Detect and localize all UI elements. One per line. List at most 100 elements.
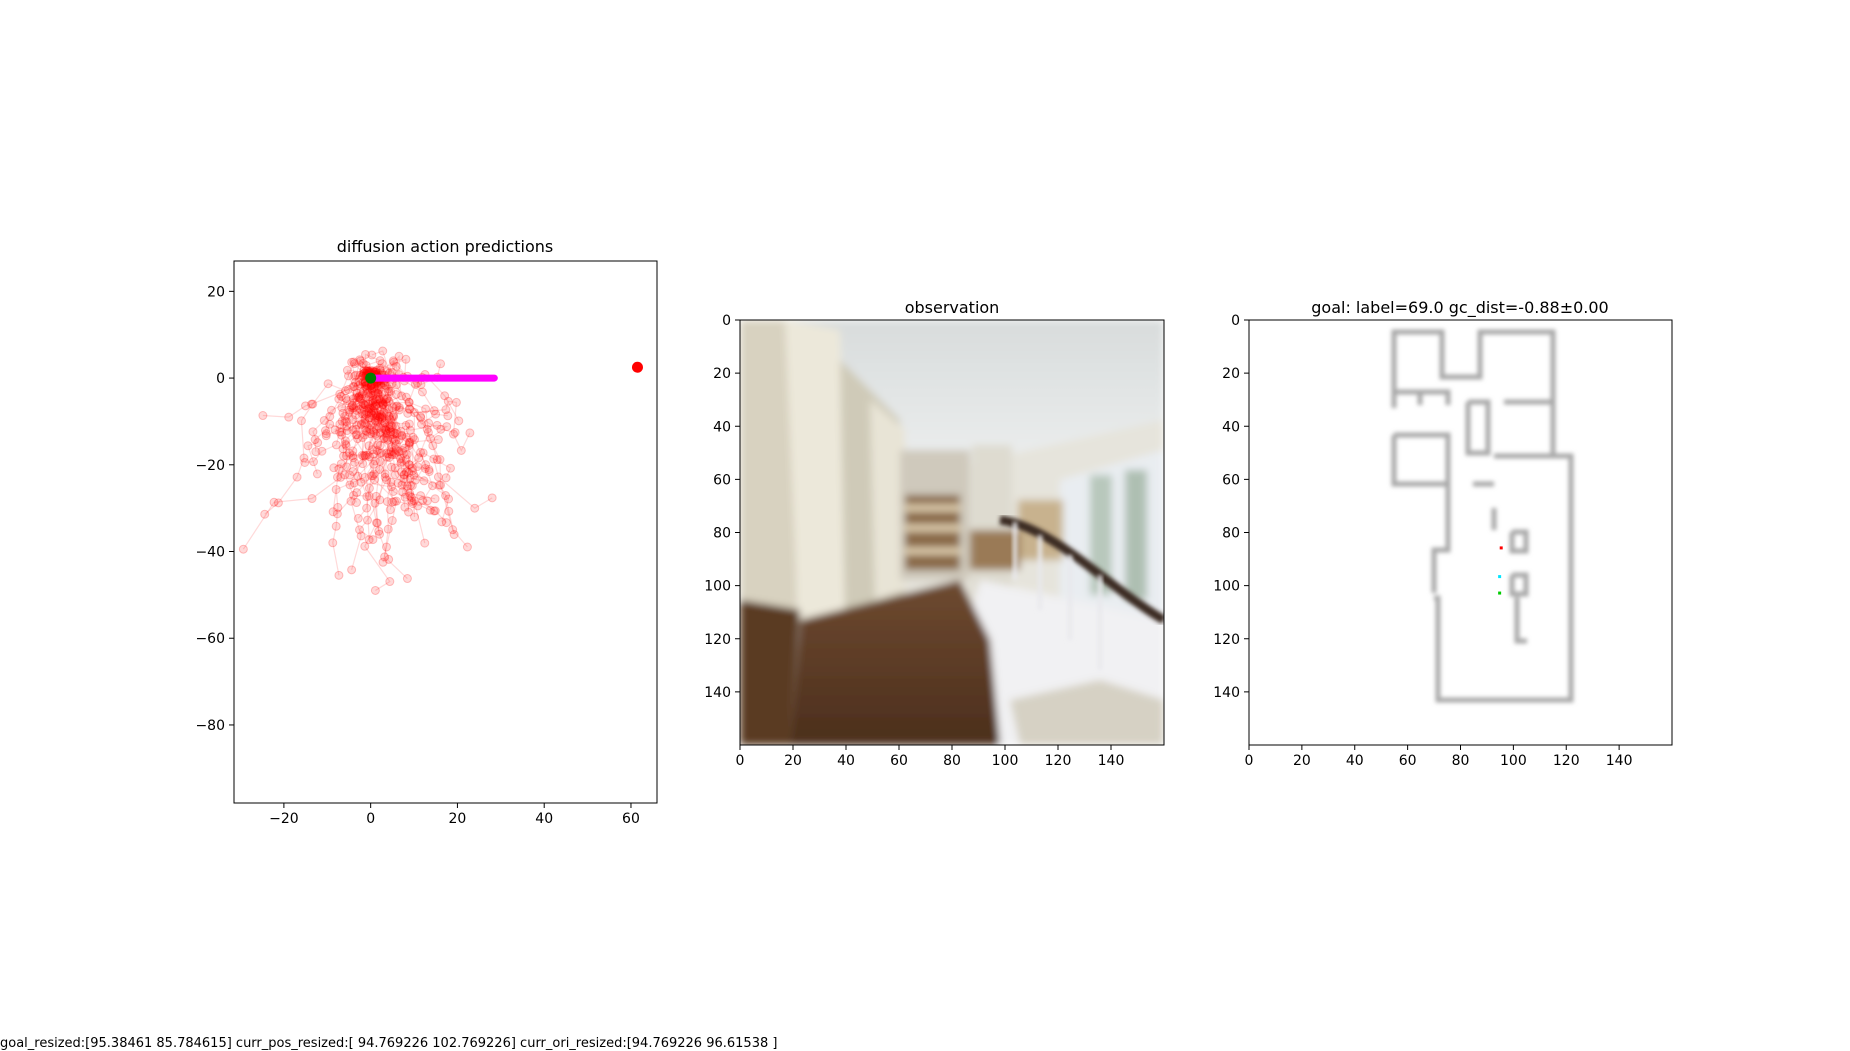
trajectory-point xyxy=(375,356,385,366)
trajectory-point xyxy=(307,399,317,409)
y-tick-label: 0 xyxy=(722,313,731,329)
trajectory-point xyxy=(364,413,374,423)
trajectory-point xyxy=(443,411,453,421)
trajectory-line xyxy=(372,383,449,439)
trajectory-point xyxy=(334,394,344,404)
trajectory-point xyxy=(338,408,348,418)
trajectory-point xyxy=(320,426,330,436)
trajectory-point xyxy=(399,448,409,458)
trajectory-point xyxy=(361,366,371,376)
trajectory-point xyxy=(336,472,346,482)
trajectory-point xyxy=(372,399,382,409)
trajectory-point xyxy=(378,399,388,409)
trajectory-point xyxy=(421,460,431,470)
trajectory-point xyxy=(397,467,407,477)
floor-plan-map xyxy=(1391,329,1574,703)
trajectory-line xyxy=(353,385,377,540)
trajectory-point xyxy=(348,446,358,456)
y-tick-label: 40 xyxy=(713,419,731,435)
trajectory-point xyxy=(417,419,427,429)
trajectory-point xyxy=(375,464,385,474)
trajectory-point xyxy=(397,391,407,401)
trajectory-line xyxy=(365,362,456,434)
trajectory-point xyxy=(388,403,398,413)
trajectory-point xyxy=(342,365,352,375)
trajectory-point xyxy=(441,405,451,415)
trajectory-point xyxy=(359,418,369,428)
y-tick-label: 80 xyxy=(1222,526,1240,542)
trajectory-point xyxy=(428,481,438,491)
trajectory-point xyxy=(359,366,369,376)
trajectory-point xyxy=(347,400,357,410)
trajectory-point xyxy=(364,535,374,545)
trajectory-point xyxy=(387,497,397,507)
trajectory-point xyxy=(390,436,400,446)
trajectory-point xyxy=(424,467,434,477)
trajectory-point xyxy=(377,448,387,458)
trajectory-point xyxy=(436,424,446,434)
trajectory-point xyxy=(433,435,443,445)
trajectory-point xyxy=(351,393,361,403)
trajectory-point xyxy=(360,414,370,424)
trajectory-point xyxy=(353,513,363,523)
trajectory-point xyxy=(379,408,389,418)
trajectory-line xyxy=(371,380,430,471)
trajectory-point xyxy=(487,493,497,503)
x-tick-label: 40 xyxy=(837,753,855,769)
trajectory-point xyxy=(445,463,455,473)
trajectory-point xyxy=(380,472,390,482)
trajectory-point xyxy=(388,486,398,496)
trajectory-point xyxy=(377,359,387,369)
y-tick-label: 40 xyxy=(1222,419,1240,435)
trajectory-point xyxy=(311,447,321,457)
trajectory-point xyxy=(404,460,414,470)
trajectory-point xyxy=(391,389,401,399)
trajectory-point xyxy=(353,434,363,444)
trajectory-point xyxy=(364,404,374,414)
trajectory-point xyxy=(378,400,388,410)
trajectory-point xyxy=(384,386,394,396)
trajectory-point xyxy=(434,480,444,490)
trajectory-point xyxy=(390,428,400,438)
trajectory-point xyxy=(331,440,341,450)
trajectory-line xyxy=(362,382,450,522)
trajectory-line xyxy=(333,383,366,478)
trajectory-point xyxy=(348,401,358,411)
trajectory-point xyxy=(374,422,384,432)
trajectory-point xyxy=(351,402,361,412)
trajectory-point xyxy=(351,430,361,440)
trajectory-line xyxy=(374,373,398,439)
trajectory-point xyxy=(351,370,361,380)
trajectory-point xyxy=(365,412,375,422)
trajectory-line xyxy=(357,373,402,519)
trajectory-point xyxy=(389,497,399,507)
trajectory-point xyxy=(394,447,404,457)
trajectory-point xyxy=(429,454,439,464)
y-tick-label: 120 xyxy=(1213,632,1240,648)
trajectory-point xyxy=(404,419,414,429)
trajectory-point xyxy=(418,496,428,506)
y-tick-label: 0 xyxy=(1231,313,1240,329)
trajectory-point xyxy=(391,439,401,449)
trajectory-point xyxy=(356,401,366,411)
trajectory-point xyxy=(390,470,400,480)
trajectory-point xyxy=(402,574,412,584)
trajectory-point xyxy=(365,452,375,462)
trajectory-point xyxy=(360,450,370,460)
trajectory-point xyxy=(387,516,397,526)
trajectory-point xyxy=(375,363,385,373)
trajectory-point xyxy=(449,530,459,540)
trajectory-point xyxy=(441,473,451,483)
trajectory-point xyxy=(400,492,410,502)
trajectory-point xyxy=(378,346,388,356)
trajectory-point xyxy=(371,429,381,439)
trajectory-point xyxy=(323,379,333,389)
trajectory-point xyxy=(350,359,360,369)
y-tick-label: 20 xyxy=(207,284,225,300)
trajectory-point xyxy=(350,371,360,381)
trajectory-point xyxy=(373,389,383,399)
trajectory-point xyxy=(389,448,399,458)
trajectory-point xyxy=(356,477,366,487)
trajectory-point xyxy=(353,471,363,481)
